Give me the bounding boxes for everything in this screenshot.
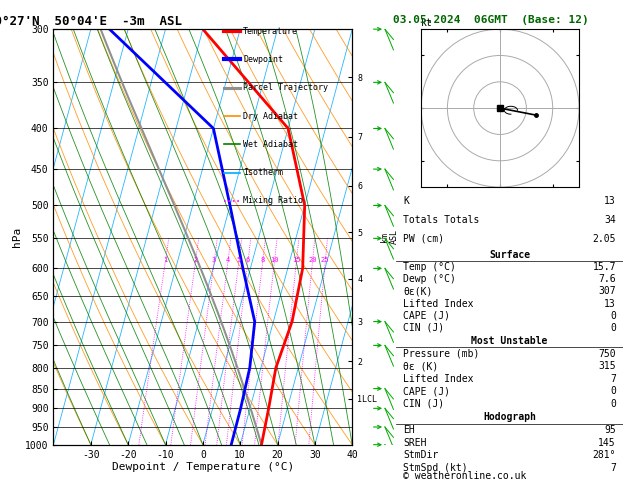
Text: Lifted Index: Lifted Index bbox=[403, 374, 474, 384]
Text: PW (cm): PW (cm) bbox=[403, 234, 444, 243]
Text: CIN (J): CIN (J) bbox=[403, 399, 444, 409]
Text: EH: EH bbox=[403, 425, 415, 435]
Text: CAPE (J): CAPE (J) bbox=[403, 311, 450, 321]
Text: 10: 10 bbox=[270, 257, 279, 262]
Text: © weatheronline.co.uk: © weatheronline.co.uk bbox=[403, 471, 526, 481]
Text: CAPE (J): CAPE (J) bbox=[403, 386, 450, 397]
Text: 4: 4 bbox=[226, 257, 230, 262]
Text: 8: 8 bbox=[260, 257, 265, 262]
Text: 1: 1 bbox=[163, 257, 167, 262]
Text: Pressure (mb): Pressure (mb) bbox=[403, 348, 479, 359]
Text: Lifted Index: Lifted Index bbox=[403, 298, 474, 309]
Text: Dewpoint: Dewpoint bbox=[243, 55, 283, 64]
Text: K: K bbox=[403, 196, 409, 206]
Text: SREH: SREH bbox=[403, 438, 426, 448]
Text: 2: 2 bbox=[193, 257, 198, 262]
Text: 0: 0 bbox=[610, 399, 616, 409]
Text: 0: 0 bbox=[610, 386, 616, 397]
Text: 95: 95 bbox=[604, 425, 616, 435]
Text: 7.6: 7.6 bbox=[598, 274, 616, 284]
Text: StmSpd (kt): StmSpd (kt) bbox=[403, 463, 468, 473]
Text: Temperature: Temperature bbox=[243, 27, 298, 36]
Text: θε (K): θε (K) bbox=[403, 361, 438, 371]
Text: Mixing Ratio: Mixing Ratio bbox=[243, 196, 303, 205]
Text: CIN (J): CIN (J) bbox=[403, 323, 444, 333]
Text: 15.7: 15.7 bbox=[593, 262, 616, 272]
Text: Dewp (°C): Dewp (°C) bbox=[403, 274, 456, 284]
Text: θε(K): θε(K) bbox=[403, 286, 433, 296]
Text: 25: 25 bbox=[321, 257, 330, 262]
Text: 145: 145 bbox=[598, 438, 616, 448]
Text: Wet Adiabat: Wet Adiabat bbox=[243, 140, 298, 149]
X-axis label: Dewpoint / Temperature (°C): Dewpoint / Temperature (°C) bbox=[112, 462, 294, 472]
Text: StmDir: StmDir bbox=[403, 451, 438, 460]
Text: 40°27'N  50°04'E  -3m  ASL: 40°27'N 50°04'E -3m ASL bbox=[0, 15, 182, 28]
Text: kt: kt bbox=[421, 18, 433, 28]
Text: 2.05: 2.05 bbox=[593, 234, 616, 243]
Y-axis label: hPa: hPa bbox=[13, 227, 22, 247]
Text: 750: 750 bbox=[598, 348, 616, 359]
Text: Parcel Trajectory: Parcel Trajectory bbox=[243, 83, 328, 92]
Text: 0: 0 bbox=[610, 311, 616, 321]
Text: 6: 6 bbox=[246, 257, 250, 262]
Text: Dry Adiabat: Dry Adiabat bbox=[243, 111, 298, 121]
Text: 315: 315 bbox=[598, 361, 616, 371]
Text: Surface: Surface bbox=[489, 250, 530, 260]
Text: 03.05.2024  06GMT  (Base: 12): 03.05.2024 06GMT (Base: 12) bbox=[393, 15, 589, 25]
Text: 281°: 281° bbox=[593, 451, 616, 460]
Text: 307: 307 bbox=[598, 286, 616, 296]
Text: Hodograph: Hodograph bbox=[483, 413, 536, 422]
Text: Temp (°C): Temp (°C) bbox=[403, 262, 456, 272]
Text: 0: 0 bbox=[610, 323, 616, 333]
Text: 34: 34 bbox=[604, 215, 616, 225]
Text: 15: 15 bbox=[292, 257, 301, 262]
Text: 13: 13 bbox=[604, 196, 616, 206]
Text: 7: 7 bbox=[610, 463, 616, 473]
Text: 5: 5 bbox=[237, 257, 241, 262]
Text: Totals Totals: Totals Totals bbox=[403, 215, 479, 225]
Y-axis label: km
ASL: km ASL bbox=[380, 229, 399, 244]
Text: 13: 13 bbox=[604, 298, 616, 309]
Text: 3: 3 bbox=[212, 257, 216, 262]
Text: Most Unstable: Most Unstable bbox=[471, 336, 548, 346]
Text: 20: 20 bbox=[308, 257, 316, 262]
Text: 7: 7 bbox=[610, 374, 616, 384]
Text: Isotherm: Isotherm bbox=[243, 168, 283, 177]
